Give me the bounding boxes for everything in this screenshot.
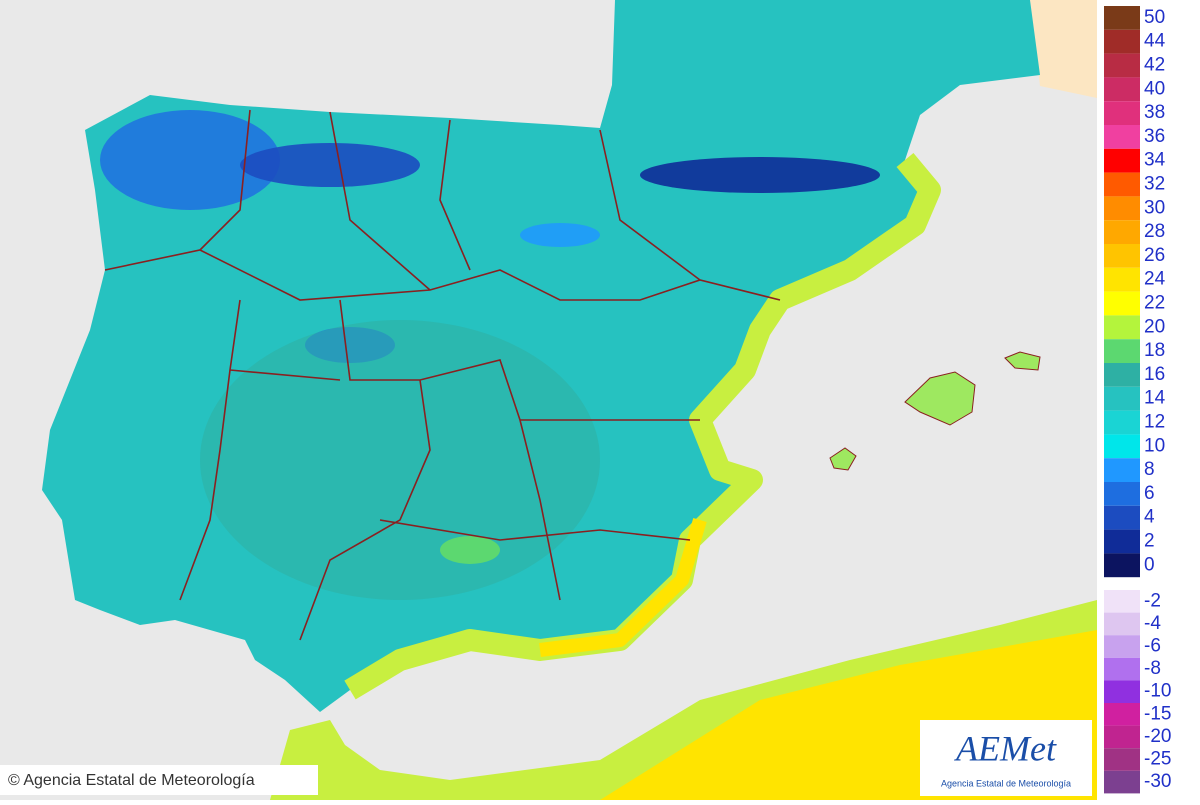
legend-label: 42 (1144, 55, 1165, 76)
legend-label: 36 (1144, 126, 1165, 147)
legend-swatch (1104, 291, 1140, 316)
legend-label: 38 (1144, 102, 1165, 123)
legend-label: 44 (1144, 31, 1166, 52)
cold-area (640, 157, 880, 193)
legend-swatch (1104, 612, 1140, 636)
legend-swatch (1104, 77, 1140, 102)
legend-swatch (1104, 553, 1140, 578)
legend: 5044424038363432302826242220181614121086… (1100, 2, 1198, 798)
legend-label: -2 (1144, 590, 1161, 611)
legend-label: 24 (1144, 269, 1166, 290)
cold-area (520, 223, 600, 247)
legend-swatch (1104, 770, 1140, 794)
legend-label: -6 (1144, 636, 1161, 657)
legend-label: 2 (1144, 531, 1155, 552)
legend-swatch (1104, 410, 1140, 435)
legend-label: 26 (1144, 245, 1165, 266)
legend-label: -15 (1144, 703, 1171, 724)
legend-swatch (1104, 339, 1140, 363)
coastal-warm (344, 152, 941, 700)
legend-swatch (1104, 125, 1140, 149)
legend-swatch (1104, 725, 1140, 749)
legend-swatch (1104, 529, 1140, 554)
legend-label: 8 (1144, 459, 1155, 480)
credit: © Agencia Estatal de Meteorología (8, 772, 255, 789)
legend-swatch (1104, 458, 1140, 482)
cold-area (100, 110, 280, 210)
legend-swatch (1104, 148, 1140, 173)
legend-swatch (1104, 703, 1140, 726)
logo-box (920, 720, 1092, 796)
legend-swatch (1104, 315, 1140, 340)
legend-label: 40 (1144, 78, 1165, 99)
legend-label: 28 (1144, 221, 1165, 242)
legend-label: -25 (1144, 749, 1171, 770)
legend-label: -8 (1144, 658, 1161, 679)
legend-swatch (1104, 6, 1140, 30)
land-outside (1030, 0, 1097, 98)
mallorca (904, 371, 976, 426)
legend-label: 20 (1144, 316, 1165, 337)
legend-label: 50 (1144, 7, 1165, 28)
cold-area (240, 143, 420, 187)
legend-label: -20 (1144, 726, 1171, 747)
legend-label: 10 (1144, 435, 1165, 456)
mild-area (200, 320, 600, 600)
legend-swatch (1104, 244, 1140, 268)
legend-label: 22 (1144, 293, 1165, 314)
credit-box (0, 765, 318, 795)
legend-label: 14 (1144, 388, 1166, 409)
legend-swatch (1104, 363, 1140, 387)
legend-label: 0 (1144, 554, 1155, 575)
legend-swatch (1104, 590, 1140, 613)
legend-label: -4 (1144, 613, 1161, 634)
legend-label: 12 (1144, 412, 1165, 433)
legend-label: 16 (1144, 364, 1165, 385)
legend-swatch (1104, 505, 1140, 530)
legend-label: -10 (1144, 681, 1171, 702)
legend-label: 4 (1144, 507, 1155, 528)
legend-swatch (1104, 101, 1140, 125)
legend-swatch (1104, 680, 1140, 703)
legend-swatch (1104, 635, 1140, 658)
legend-swatch (1104, 748, 1140, 771)
legend-label: 32 (1144, 174, 1165, 195)
legend-label: -30 (1144, 771, 1171, 792)
legend-label: 30 (1144, 197, 1165, 218)
legend-label: 6 (1144, 483, 1155, 504)
legend-swatch (1104, 220, 1140, 244)
legend-label: 18 (1144, 340, 1165, 361)
legend-label: 34 (1144, 150, 1166, 171)
legend-swatch (1104, 267, 1140, 292)
ibiza (829, 447, 857, 471)
legend-swatch (1104, 172, 1140, 197)
legend-swatch (1104, 196, 1140, 221)
legend-swatch (1104, 657, 1140, 681)
legend-swatch (1104, 434, 1140, 459)
coastal-hot (539, 517, 707, 657)
legend-swatch (1104, 53, 1140, 78)
legend-swatch (1104, 29, 1140, 54)
legend-swatch (1104, 482, 1140, 506)
province-borders (104, 109, 781, 641)
legend-swatch (1104, 386, 1140, 411)
logo-subtitle: Agencia Estatal de Meteorología (941, 778, 1071, 788)
warm-area (440, 536, 500, 564)
logo-name: AEMet (954, 728, 1057, 768)
menorca (1004, 351, 1041, 371)
